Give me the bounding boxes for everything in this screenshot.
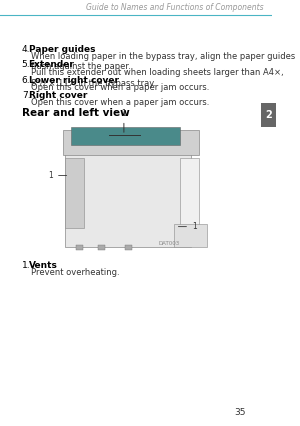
Bar [65, 138, 190, 247]
Text: Extender: Extender [28, 60, 74, 69]
Text: DAT003: DAT003 [158, 241, 180, 246]
Text: Prevent overheating.: Prevent overheating. [31, 268, 120, 277]
Text: 35: 35 [234, 408, 245, 417]
Text: 5.: 5. [22, 60, 30, 69]
Text: Open this cover when a paper jam occurs.: Open this cover when a paper jam occurs. [31, 83, 210, 92]
Bar [174, 224, 207, 247]
Bar [76, 245, 83, 250]
Text: Pull this extender out when loading sheets larger than A4×, 8¹/₂ × 11× in the by: Pull this extender out when loading shee… [31, 68, 284, 88]
Text: Paper guides: Paper guides [28, 45, 95, 54]
Bar [63, 130, 199, 155]
Text: 1: 1 [122, 109, 126, 118]
Text: Right cover: Right cover [28, 91, 87, 100]
Text: 1.: 1. [22, 261, 30, 270]
Text: 2: 2 [266, 110, 272, 120]
Text: Lower right cover: Lower right cover [28, 76, 119, 85]
Text: Open this cover when a paper jam occurs.: Open this cover when a paper jam occurs. [31, 98, 210, 107]
Bar [71, 127, 180, 145]
Text: 6.: 6. [22, 76, 30, 85]
Bar [125, 245, 132, 250]
Bar [261, 104, 276, 127]
Text: 7.: 7. [22, 91, 30, 100]
Text: Rear and left view: Rear and left view [22, 108, 130, 118]
Text: 1: 1 [48, 171, 53, 180]
Text: 1: 1 [192, 222, 197, 231]
Text: When loading paper in the bypass tray, align the paper guides flush against the : When loading paper in the bypass tray, a… [31, 52, 296, 72]
Bar [65, 158, 84, 228]
Text: 4.: 4. [22, 45, 30, 54]
Bar [98, 245, 105, 250]
Bar [180, 158, 199, 241]
Text: Vents: Vents [28, 261, 58, 270]
Text: Guide to Names and Functions of Components: Guide to Names and Functions of Componen… [86, 3, 264, 12]
